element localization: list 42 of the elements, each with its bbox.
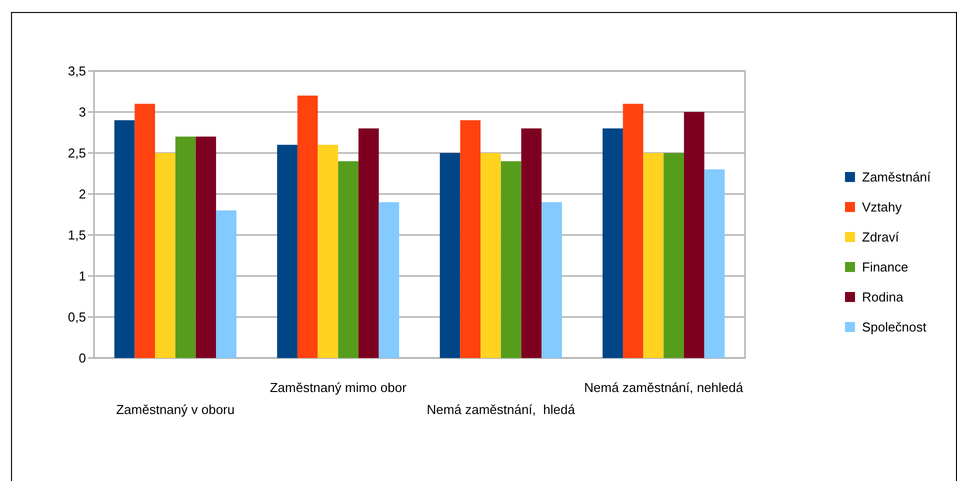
bar (155, 153, 176, 358)
bar (277, 144, 298, 358)
bar (216, 210, 236, 358)
bar (664, 153, 684, 358)
y-tick-label: 1 (78, 268, 86, 284)
y-tick-label: 0,5 (68, 310, 86, 325)
bar (480, 153, 501, 358)
bar (440, 153, 460, 358)
y-tick-label: 1,5 (68, 228, 86, 243)
y-tick-label: 2,5 (68, 146, 86, 161)
bar (318, 144, 338, 358)
legend-label: Zaměstnání (862, 170, 932, 185)
bar (134, 104, 156, 358)
bar (643, 153, 664, 358)
legend-label: Finance (862, 260, 908, 275)
legend-label: Vztahy (862, 200, 902, 215)
y-tick-label: 3,5 (68, 64, 86, 79)
bar (521, 128, 542, 358)
y-tick-label: 0 (78, 350, 86, 366)
bar (175, 136, 196, 358)
bar (622, 104, 644, 358)
bar (378, 202, 400, 358)
x-tick-label: Nemá zaměstnání, nehledá (584, 380, 744, 395)
bar (542, 202, 562, 358)
x-tick-label: Zaměstnaný v oboru (116, 402, 235, 417)
legend-label: Zdraví (862, 230, 900, 245)
bar (602, 128, 623, 358)
bar (460, 120, 481, 358)
bar (196, 136, 216, 358)
bar (297, 96, 318, 358)
bar (358, 128, 379, 358)
y-tick-label: 2 (78, 186, 86, 202)
y-tick-label: 3 (78, 104, 86, 120)
bar (500, 161, 522, 358)
x-tick-label: Nemá zaměstnání, hledá (426, 402, 576, 417)
bar (114, 120, 135, 358)
x-tick-label: Zaměstnaný mimo obor (270, 380, 408, 395)
bar (704, 169, 725, 358)
legend-label: Společnost (862, 320, 927, 335)
legend-label: Rodina (862, 290, 904, 305)
bar (684, 112, 704, 358)
bar (338, 161, 358, 358)
